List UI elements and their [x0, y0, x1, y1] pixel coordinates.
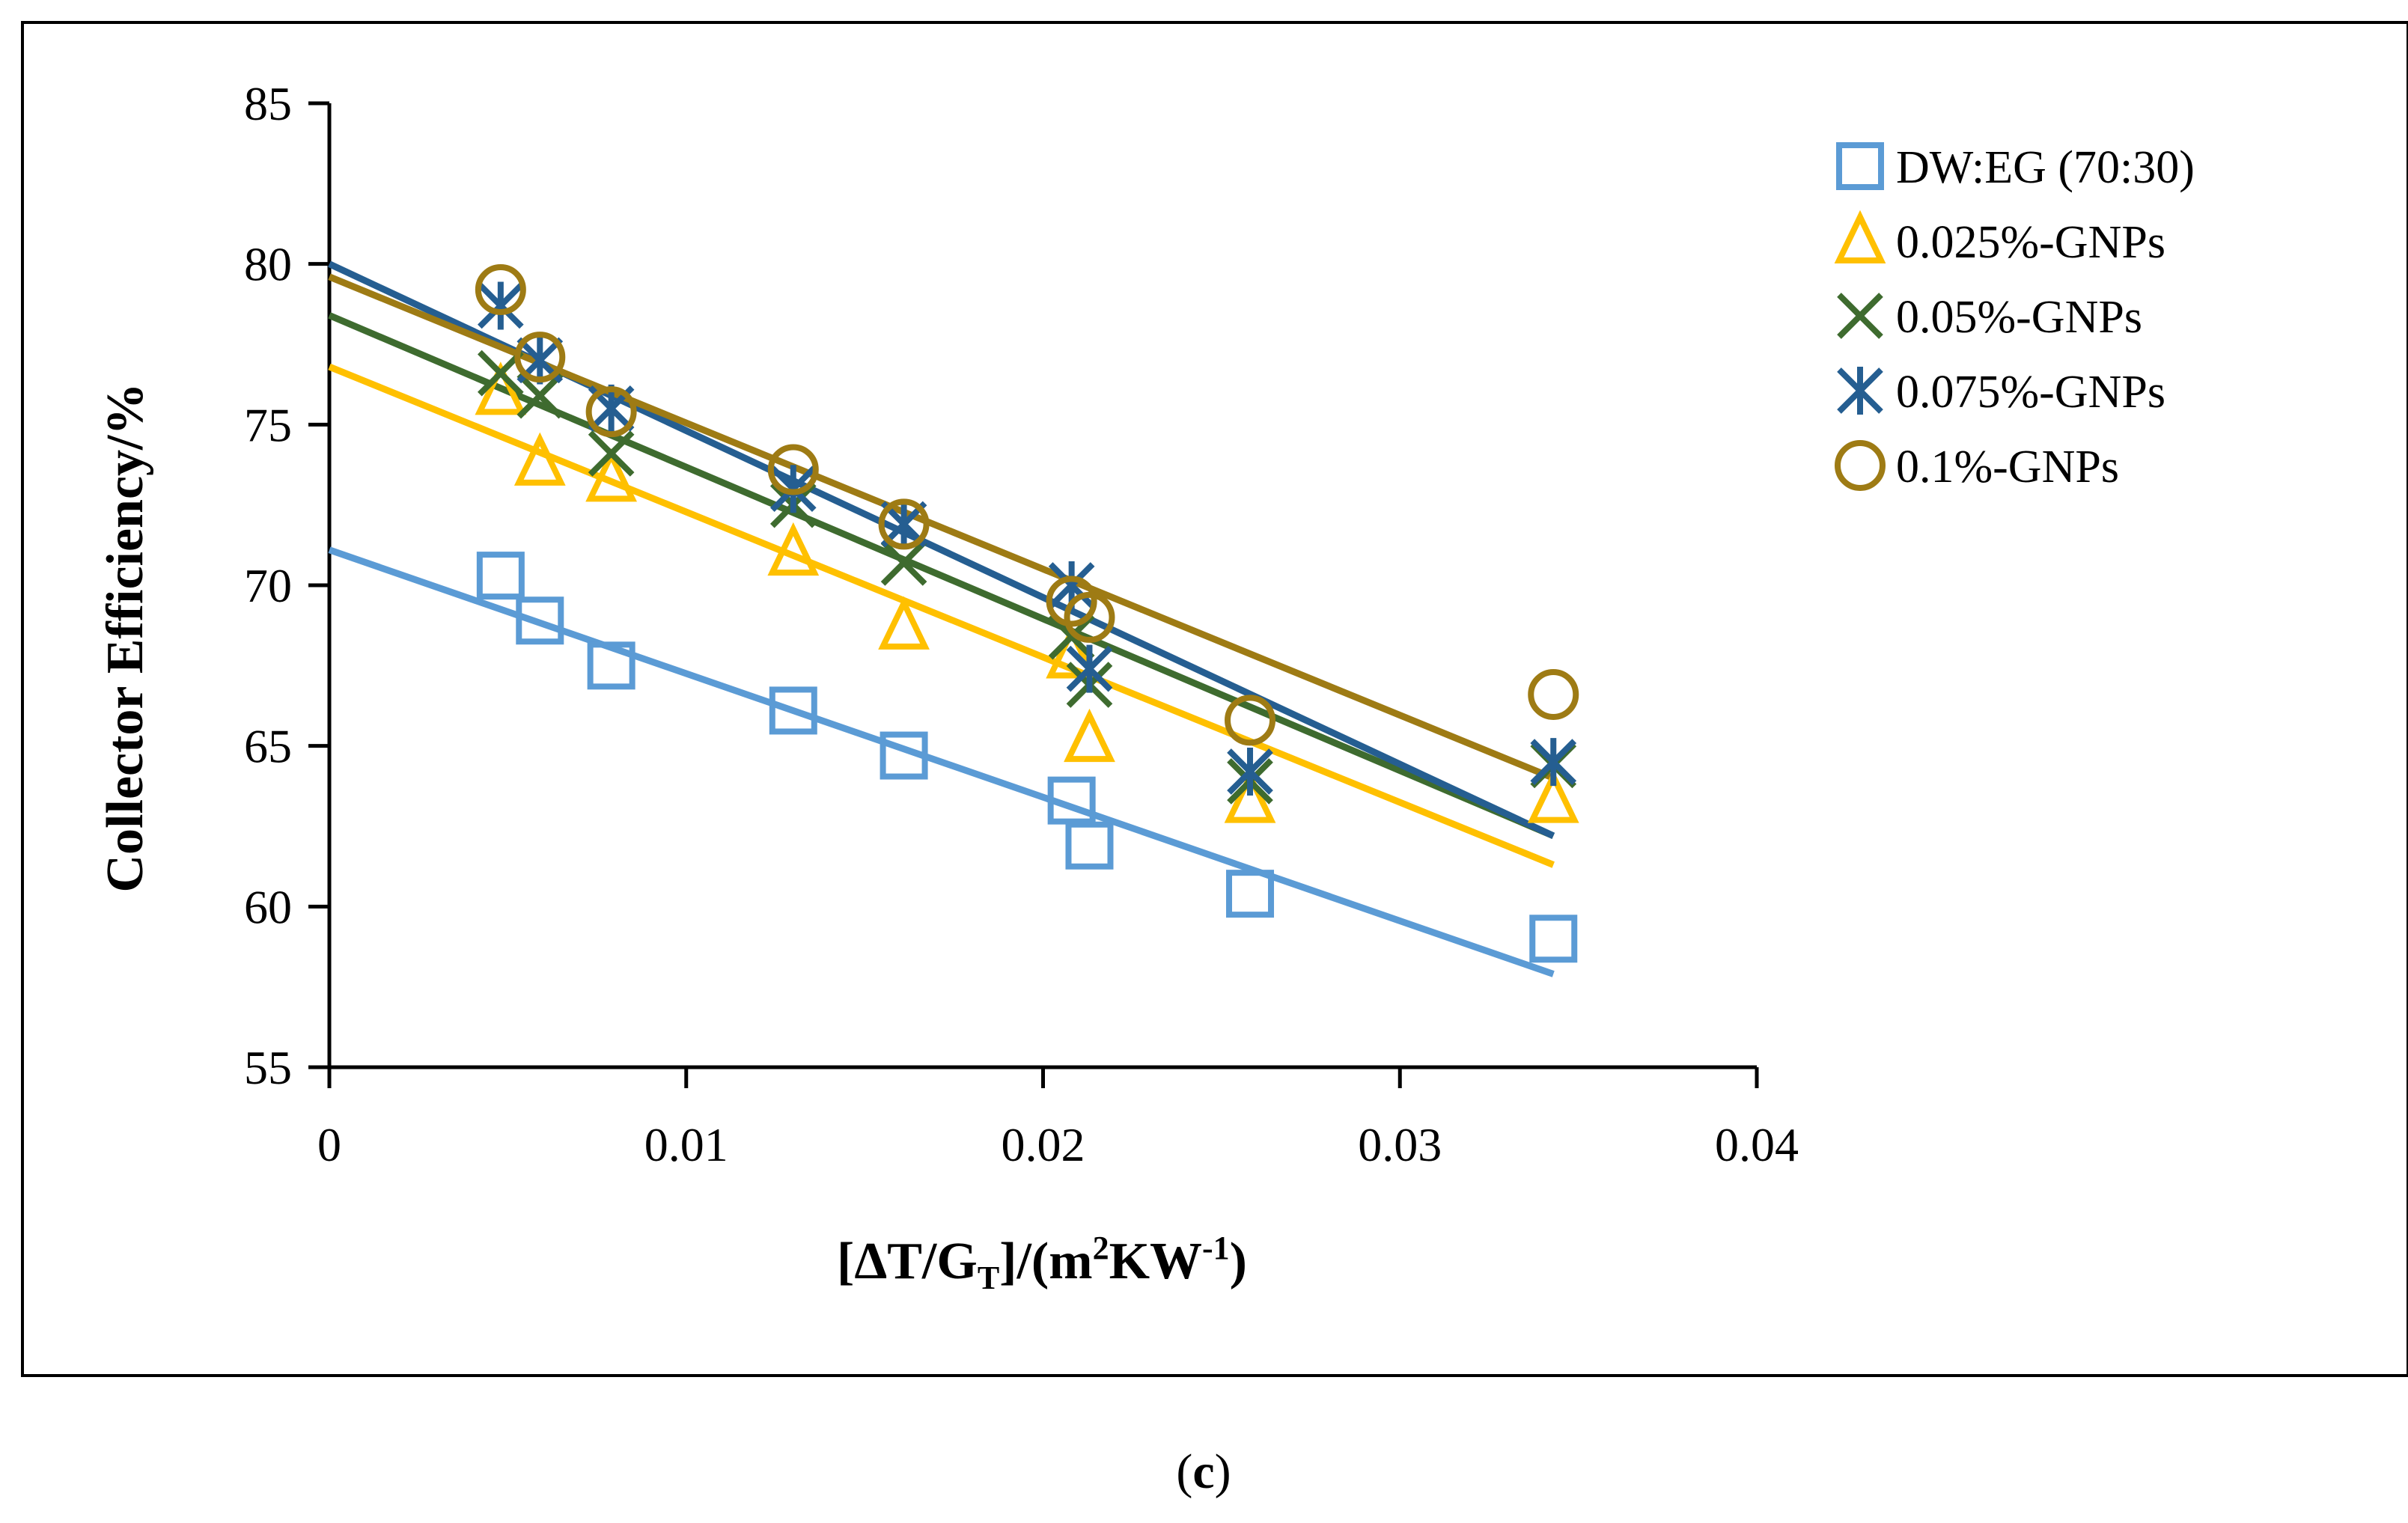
data-point [767, 444, 819, 495]
legend-label: 0.1%-GNPs [1896, 442, 2119, 492]
data-point [1047, 776, 1096, 825]
y-axis-ticks: 55 60 65 70 75 80 85 [244, 77, 329, 1094]
x-tick-label: 0.02 [1002, 1118, 1085, 1171]
data-point [587, 641, 635, 690]
data-point [1046, 625, 1098, 679]
data-point [516, 596, 564, 645]
legend-marker [1834, 210, 1886, 263]
x-tick-label: 0 [317, 1118, 341, 1171]
data-point [1529, 915, 1578, 963]
legend-marker [1837, 293, 1883, 339]
data-point [1527, 769, 1579, 823]
data-point [1225, 695, 1276, 746]
y-axis-title: Collector Efficiency/% [97, 383, 154, 893]
legend-label: 0.025%-GNPs [1896, 217, 2165, 268]
data-point [514, 332, 566, 383]
data-point [588, 430, 635, 477]
legend-label: DW:EG (70:30) [1896, 142, 2195, 193]
y-tick-label: 60 [244, 880, 292, 933]
x-tick-label: 0.04 [1715, 1118, 1799, 1171]
data-point [769, 686, 817, 735]
legend-item: 0.05%-GNPs [1837, 292, 2142, 343]
data-point [1066, 644, 1113, 693]
x-tick-label: 0.01 [644, 1118, 728, 1171]
y-tick-label: 75 [244, 398, 292, 451]
data-point [475, 361, 527, 415]
legend: DW:EG (70:30) 0.025%-GNPs 0.05%-GNPs 0.075%… [1834, 142, 2195, 492]
y-tick-label: 55 [244, 1041, 292, 1094]
figure-caption: (c) [1176, 1444, 1231, 1499]
y-tick-label: 70 [244, 559, 292, 612]
legend-item: 0.075%-GNPs [1837, 367, 2165, 418]
legend-item: DW:EG (70:30) [1836, 142, 2195, 193]
data-point [878, 596, 930, 650]
data-point [878, 498, 930, 550]
trend-lines [328, 260, 1555, 977]
chart-frame [21, 21, 2408, 1377]
legend-marker [1836, 142, 1884, 190]
data-point [767, 522, 820, 576]
data-point [585, 448, 638, 502]
axes [327, 103, 1757, 1069]
x-tick-label: 0.03 [1358, 1118, 1442, 1171]
data-point [585, 386, 637, 438]
data-point [1046, 576, 1097, 627]
data-point [880, 540, 927, 586]
data-point [1064, 591, 1115, 643]
legend-marker [1837, 367, 1883, 415]
data-point [1064, 708, 1115, 763]
trend-line [328, 546, 1555, 977]
data-point [516, 372, 564, 419]
legend-item: 0.1%-GNPs [1835, 440, 2119, 492]
legend-label: 0.075%-GNPs [1896, 367, 2165, 418]
legend-marker [1835, 440, 1886, 491]
data-point [1528, 668, 1579, 720]
legend-label: 0.05%-GNPs [1896, 292, 2142, 343]
data-markers [475, 264, 1579, 963]
legend-item: 0.025%-GNPs [1834, 210, 2165, 268]
x-axis-ticks: 0 0.01 0.02 0.03 0.04 [317, 1067, 1799, 1171]
trend-line [328, 273, 1555, 781]
data-point [513, 432, 566, 486]
data-point [769, 465, 817, 513]
y-tick-label: 80 [244, 238, 292, 291]
data-point [1048, 613, 1095, 660]
data-point [1226, 870, 1275, 918]
data-point [1227, 748, 1273, 796]
data-point [476, 552, 525, 600]
data-point [880, 731, 928, 780]
data-point [475, 264, 526, 316]
data-point [478, 281, 524, 330]
data-point [1065, 821, 1114, 870]
y-tick-label: 65 [244, 720, 292, 773]
x-axis-title: [ΔT/GT]/(m2KW-1) [837, 1230, 1247, 1296]
y-tick-label: 85 [244, 77, 292, 130]
data-point [1530, 738, 1577, 787]
data-point [1224, 769, 1276, 823]
